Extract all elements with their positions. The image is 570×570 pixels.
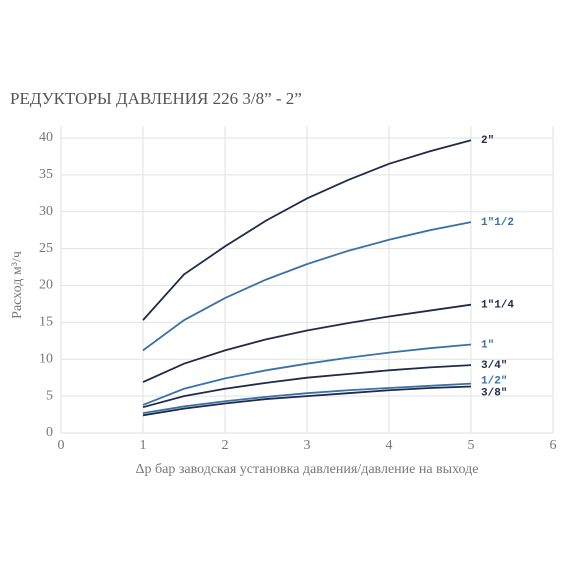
series-label: 1/2": [481, 375, 507, 387]
x-tick-label: 6: [550, 438, 557, 453]
x-tick-label: 5: [468, 438, 475, 453]
series-line: [142, 303, 472, 383]
x-tick-label: 4: [386, 438, 393, 453]
y-tick-label: 15: [39, 315, 53, 330]
chart-title: РЕДУКТОРЫ ДАВЛЕНИЯ 226 3/8” - 2”: [10, 89, 302, 108]
series-line: [142, 385, 472, 417]
series-line: [142, 221, 472, 352]
series-line: [142, 382, 472, 414]
series-line: [142, 139, 472, 321]
series-label: 2": [481, 135, 494, 147]
x-tick-label: 1: [140, 438, 147, 453]
y-tick-label: 25: [39, 241, 53, 256]
y-tick-label: 40: [39, 130, 53, 145]
x-tick-label: 2: [222, 438, 229, 453]
series-label: 1": [481, 339, 494, 351]
series-line: [142, 343, 472, 406]
series-label: 3/4": [481, 360, 507, 372]
series-label: 1"1/4: [481, 300, 514, 312]
y-tick-label: 0: [46, 425, 53, 440]
series-label: 3/8": [481, 387, 507, 399]
y-tick-label: 30: [39, 204, 53, 219]
x-tick-label: 3: [304, 438, 311, 453]
y-tick-label: 5: [46, 388, 53, 403]
y-axis-label: Расход м³/ч: [10, 251, 25, 319]
y-tick-label: 35: [39, 167, 53, 182]
x-axis-label: Δp бар заводская установка давления/давл…: [136, 462, 479, 477]
series-line: [142, 364, 472, 409]
y-tick-label: 10: [39, 351, 53, 366]
series-label: 1"1/2: [481, 217, 514, 229]
x-tick-label: 0: [58, 438, 65, 453]
y-tick-label: 20: [39, 278, 53, 293]
